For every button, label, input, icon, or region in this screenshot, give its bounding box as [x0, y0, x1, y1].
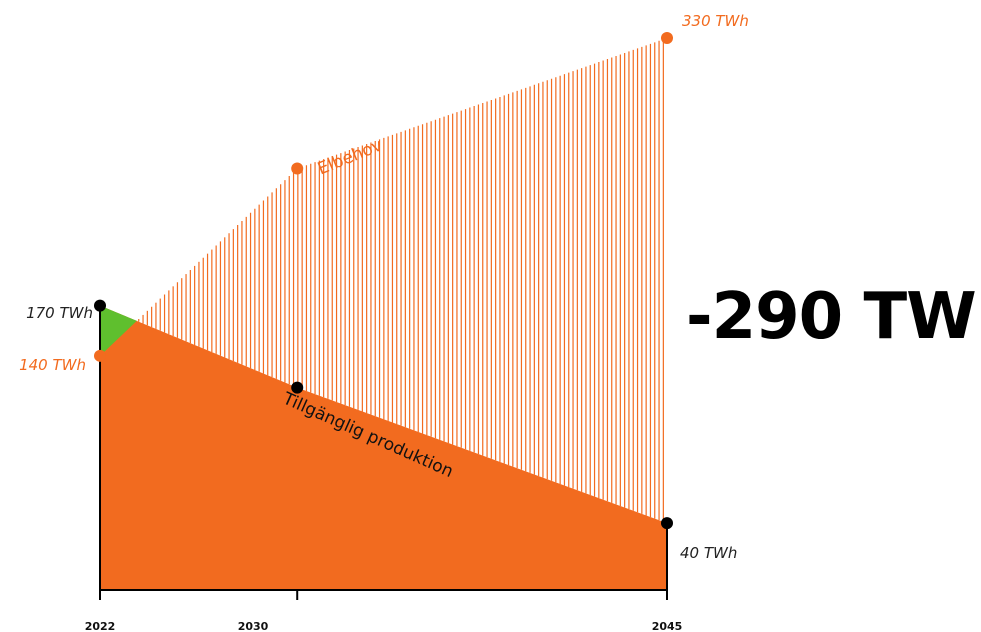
data-points	[94, 32, 673, 530]
demand-point-2022	[94, 349, 106, 362]
x-tick-2045: 2045	[652, 620, 683, 632]
demand-point-2045	[661, 32, 673, 44]
supply-point-2030	[291, 381, 304, 394]
x-tick-2022: 2022	[85, 620, 116, 632]
supply-area	[100, 305, 667, 590]
surplus-overlay	[100, 305, 137, 356]
supply-label-2045: 40 TWh	[680, 544, 737, 562]
demand-label-2022: 140 TWh	[19, 356, 86, 374]
supply-point-2022	[94, 299, 106, 312]
gap-headline: -290 TWh	[686, 280, 981, 354]
demand-gap-hatching	[138, 39, 664, 522]
x-tick-2030: 2030	[238, 620, 269, 632]
demand-label-2045: 330 TWh	[682, 12, 749, 30]
axes	[99, 305, 668, 600]
demand-point-2030	[291, 162, 304, 175]
supply-fill	[100, 305, 667, 590]
supply-point-2045	[661, 517, 673, 530]
supply-label-2022: 170 TWh	[26, 304, 93, 322]
